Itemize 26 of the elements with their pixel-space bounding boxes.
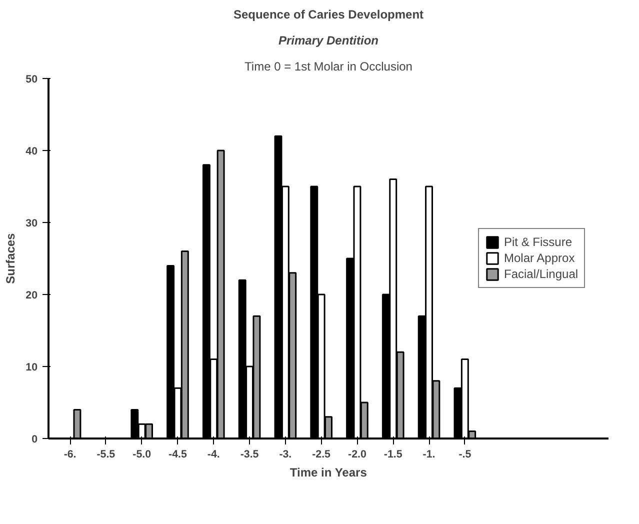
- x-tick-label: -4.5: [168, 448, 187, 460]
- x-tick-label: -1.5: [384, 448, 402, 460]
- x-tick-label: -6.: [64, 448, 76, 460]
- y-tick-label: 0: [32, 434, 38, 446]
- legend-label: Facial/Lingual: [504, 267, 578, 281]
- y-tick-label: 30: [26, 218, 38, 230]
- legend-label: Pit & Fissure: [504, 235, 572, 249]
- x-tick-label: -5.5: [96, 448, 116, 460]
- chart-title: Sequence of Caries Development: [233, 8, 424, 22]
- x-tick-label: -2.0: [348, 448, 366, 460]
- chart-subtitle: Primary Dentition: [278, 34, 379, 48]
- x-tick-label: -1.: [422, 448, 436, 460]
- y-tick-label: 20: [26, 290, 38, 302]
- x-tick-label: -4.: [207, 448, 220, 460]
- text: Time 0 = 1st Molar in Occlusion: [244, 60, 412, 74]
- y-tick-label: 50: [26, 74, 38, 86]
- y-tick-label: 40: [26, 146, 38, 158]
- x-axis-title: Time in Years: [290, 466, 368, 480]
- y-tick-label: 10: [26, 362, 38, 374]
- legend-label: Molar Approx: [504, 251, 575, 265]
- y-axis-title: Surfaces: [4, 232, 18, 284]
- x-tick-label: -5.0: [132, 448, 152, 460]
- x-tick-label: -2.5: [312, 448, 331, 460]
- x-tick-label: -.5: [458, 448, 472, 460]
- x-tick-label: -3.: [279, 448, 292, 460]
- x-tick-label: -3.5: [240, 448, 259, 460]
